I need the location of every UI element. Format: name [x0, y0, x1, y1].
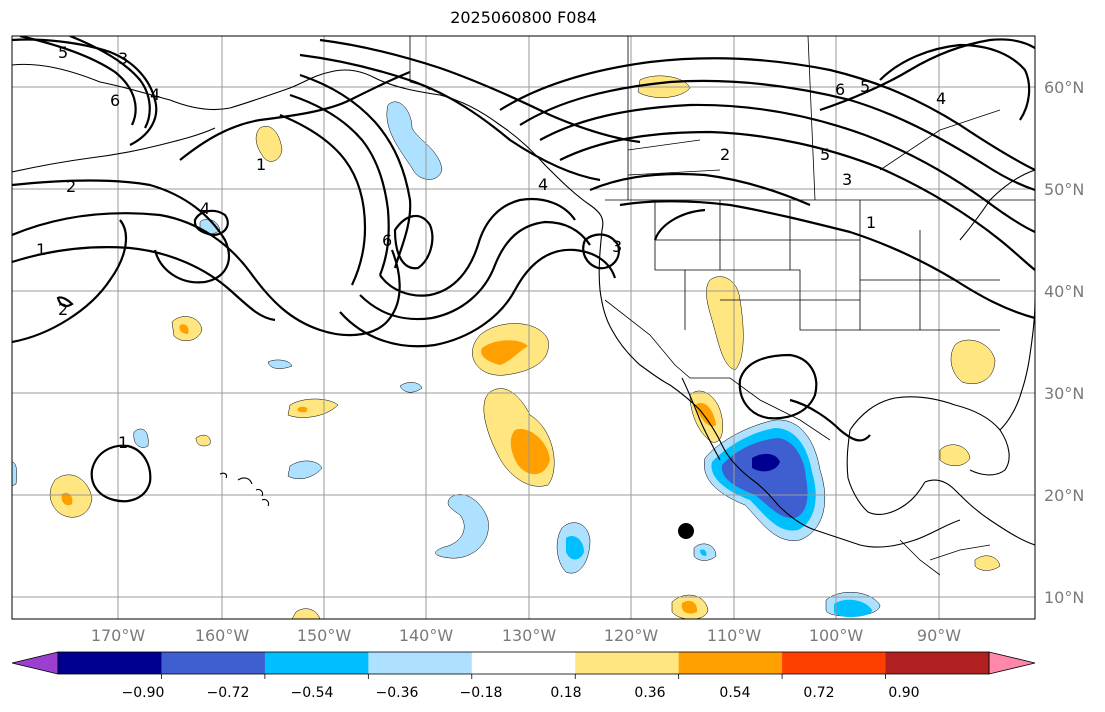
- colorbar-tick-label: −0.18: [460, 685, 503, 701]
- colorbar-segment: [368, 652, 473, 674]
- lon-label: 150°W: [297, 626, 352, 645]
- gridlines: [12, 36, 1035, 619]
- colorbar-segment: [678, 652, 783, 674]
- borders: [409, 36, 1035, 576]
- contour-label: 5: [860, 77, 870, 96]
- contour-label: 1: [118, 433, 128, 452]
- colorbar-tick-label: −0.54: [291, 685, 334, 701]
- contour-label: 3: [842, 170, 852, 189]
- contour-label: 6: [835, 80, 845, 99]
- contour-label: 5: [820, 145, 830, 164]
- map-frame: [11, 35, 1036, 620]
- colorbar-tick-label: −0.36: [376, 685, 419, 701]
- colorbar-tick-label: 0.36: [634, 685, 665, 701]
- colorbar-segment: [161, 652, 266, 674]
- lon-axis: 170°W 160°W 150°W 140°W 130°W 120°W 110°…: [91, 626, 961, 645]
- colorbar-segment: [471, 652, 576, 674]
- colorbar-frame: [57, 651, 990, 675]
- lon-label: 100°W: [809, 626, 864, 645]
- lon-label: 110°W: [707, 626, 762, 645]
- colorbar-extend-high: [988, 651, 1036, 675]
- contour-label: 4: [150, 85, 160, 104]
- lon-label: 170°W: [91, 626, 146, 645]
- contour-label: 3: [118, 49, 128, 68]
- lon-label: 90°W: [917, 626, 961, 645]
- colorbar-extend-low: [11, 651, 59, 675]
- lon-label: 130°W: [502, 626, 557, 645]
- contour-label: 5: [58, 43, 68, 62]
- map-title: 2025060800 F084: [450, 8, 597, 27]
- contour-label: 2: [58, 300, 68, 319]
- lat-label: 40°N: [1044, 282, 1084, 301]
- lon-label: 120°W: [604, 626, 659, 645]
- lat-label: 60°N: [1044, 78, 1084, 97]
- lat-label: 30°N: [1044, 384, 1084, 403]
- colorbar: [11, 651, 1036, 679]
- contour-label: 1: [36, 240, 46, 259]
- colorbar-tick-label: 0.18: [550, 685, 581, 701]
- contours: [12, 36, 1035, 503]
- colorbar-ticks: −0.90 −0.72 −0.54 −0.36 −0.18 0.18 0.36 …: [122, 685, 920, 701]
- contour-label: 4: [200, 199, 210, 218]
- lon-label: 140°W: [399, 626, 454, 645]
- colorbar-segment: [885, 652, 990, 674]
- contour-label: 1: [866, 213, 876, 232]
- colorbar-segment: [264, 652, 369, 674]
- shading-layer: [12, 75, 1001, 619]
- contour-label: 3: [612, 237, 622, 256]
- lat-label: 10°N: [1044, 588, 1084, 607]
- lat-label: 50°N: [1044, 180, 1084, 199]
- colorbar-tick-label: 0.90: [888, 685, 919, 701]
- colorbar-segment: [782, 652, 887, 674]
- colorbar-tick-label: −0.90: [122, 685, 165, 701]
- lat-label: 20°N: [1044, 486, 1084, 505]
- colorbar-segment: [58, 652, 162, 674]
- colorbar-tick-label: −0.72: [207, 685, 250, 701]
- contour-label: 6: [110, 91, 120, 110]
- contour-label: 4: [936, 89, 946, 108]
- contour-label: 4: [538, 175, 548, 194]
- lat-axis: 60°N 50°N 40°N 30°N 20°N 10°N: [1044, 78, 1084, 607]
- colorbar-tick-label: 0.54: [719, 685, 750, 701]
- lon-label: 160°W: [195, 626, 250, 645]
- location-marker: [678, 523, 694, 539]
- contour-label: 6: [382, 231, 392, 250]
- contour-label: 2: [66, 177, 76, 196]
- contour-label: 2: [720, 145, 730, 164]
- contour-labels: 5 3 6 4 2 1 4 1 6 3 4 2 5 3 6 5 4 1 1 2: [36, 43, 946, 452]
- colorbar-tick-label: 0.72: [803, 685, 834, 701]
- colorbar-segment: [575, 652, 680, 674]
- contour-label: 1: [256, 155, 266, 174]
